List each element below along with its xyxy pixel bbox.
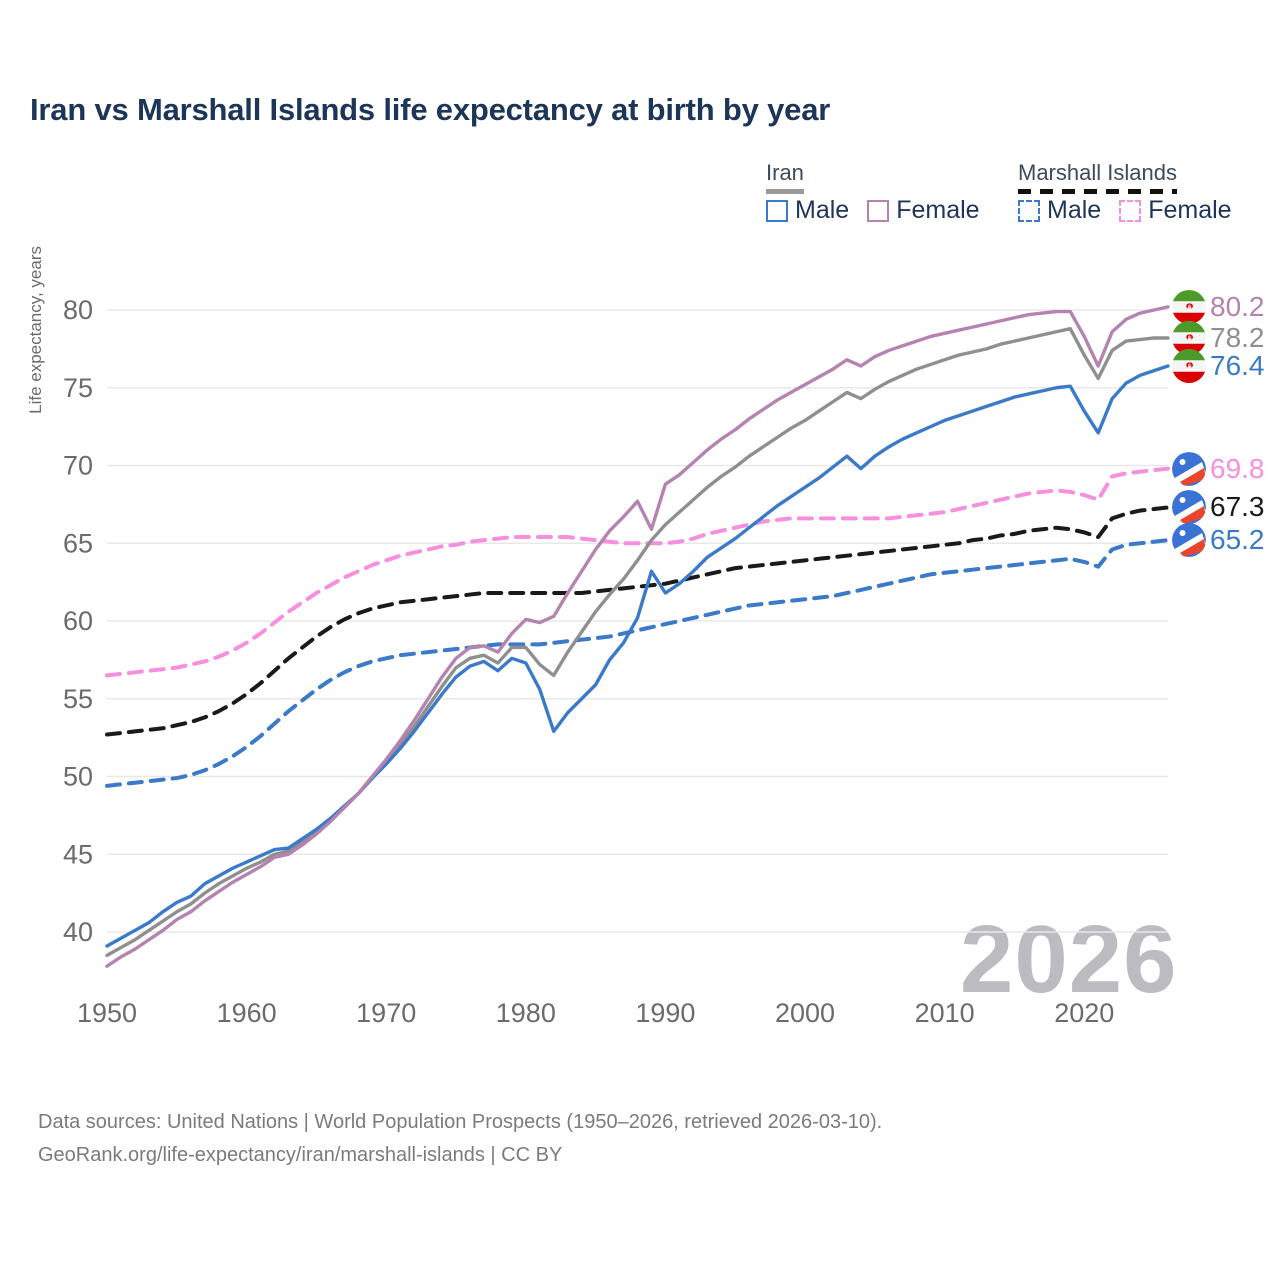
series-line: [105, 538, 1170, 788]
x-tick-label: 1990: [635, 998, 695, 1028]
end-label-value: 65.2: [1210, 524, 1265, 556]
year-watermark: 2026: [960, 906, 1178, 1013]
end-label-iran-male: 76.4: [1172, 348, 1265, 383]
legend-group-iran-label: Iran: [766, 160, 804, 185]
y-tick-label: 75: [63, 373, 93, 403]
series-line: [105, 364, 1170, 948]
legend-rule-dashed: [1018, 189, 1177, 194]
y-tick-label: 55: [63, 684, 93, 714]
y-tick-label: 70: [63, 451, 93, 481]
x-tick-label: 1980: [496, 998, 556, 1028]
end-label-value: 78.2: [1210, 321, 1265, 353]
legend-group-marshall-islands-label: Marshall Islands: [1018, 160, 1177, 185]
y-tick-label: 40: [63, 917, 93, 947]
marshall-islands-flag-icon: [1172, 451, 1206, 486]
legend-group-marshall-islands: Marshall Islands: [1018, 160, 1177, 194]
series-line: [105, 466, 1170, 678]
legend-swatch-icon: [1119, 199, 1142, 222]
end-label-value: 80.2: [1210, 290, 1265, 322]
legend-item-label: Female: [1148, 196, 1232, 224]
y-tick-label: 45: [63, 839, 93, 869]
x-tick-label: 1960: [217, 998, 277, 1028]
end-label-mhl-male: 65.2: [1172, 523, 1265, 558]
chart-footer: Data sources: United Nations | World Pop…: [38, 1106, 882, 1172]
iran-flag-icon: [1172, 289, 1206, 324]
legend-items-iran: Male Female: [766, 196, 998, 225]
x-tick-label: 2000: [775, 998, 835, 1028]
end-label-mhl-female: 69.8: [1172, 451, 1265, 486]
x-tick-label: 2020: [1054, 998, 1114, 1028]
y-tick-label: 80: [63, 295, 93, 325]
legend-item-mhl-male[interactable]: Male: [1018, 196, 1101, 225]
legend-items-marshall-islands: Male Female: [1018, 196, 1250, 225]
series-line: [105, 326, 1170, 958]
legend-item-mhl-female[interactable]: Female: [1119, 196, 1232, 225]
marshall-islands-flag-icon: [1172, 523, 1206, 558]
y-tick-label: 65: [63, 528, 93, 558]
end-label-value: 67.3: [1210, 491, 1265, 523]
footer-line-1: Data sources: United Nations | World Pop…: [38, 1111, 883, 1133]
y-tick-label: 50: [63, 762, 93, 792]
marshall-islands-flag-icon: [1172, 490, 1206, 525]
legend-item-label: Male: [1047, 196, 1102, 224]
legend-rule-solid: [766, 189, 804, 194]
footer-line-2: GeoRank.org/life-expectancy/iran/marshal…: [38, 1144, 563, 1166]
legend-swatch-icon: [1018, 199, 1040, 222]
series-line: [105, 505, 1170, 737]
legend-item-label: Male: [795, 196, 850, 224]
line-chart-plot: 40 45 50 55 60 65 70 75 80 1950 1960 1970 1980 1990 20…: [63, 295, 1170, 1028]
legend-swatch-icon: [766, 199, 788, 222]
x-tick-label: 1970: [356, 998, 416, 1028]
y-tick-label: 60: [63, 606, 93, 636]
x-tick-label: 1950: [77, 998, 137, 1028]
y-axis-title: Life expectancy, years: [26, 246, 45, 414]
end-label-iran-female: 80.2: [1172, 289, 1265, 324]
legend-item-label: Female: [896, 196, 980, 224]
end-label-value: 76.4: [1210, 349, 1265, 381]
series-line: [105, 305, 1170, 968]
page-title: Iran vs Marshall Islands life expectancy…: [30, 92, 831, 127]
end-label-mhl-total: 67.3: [1172, 490, 1265, 525]
x-tick-label: 2010: [915, 998, 975, 1028]
legend-swatch-icon: [867, 199, 890, 222]
legend-item-iran-female[interactable]: Female: [867, 196, 980, 225]
legend-item-iran-male[interactable]: Male: [766, 196, 849, 225]
chart-legend: Iran Marshall Islands Male Female Male: [760, 160, 1250, 240]
iran-flag-icon: [1172, 348, 1206, 383]
end-label-value: 69.8: [1210, 452, 1265, 484]
legend-group-iran: Iran: [766, 160, 804, 194]
